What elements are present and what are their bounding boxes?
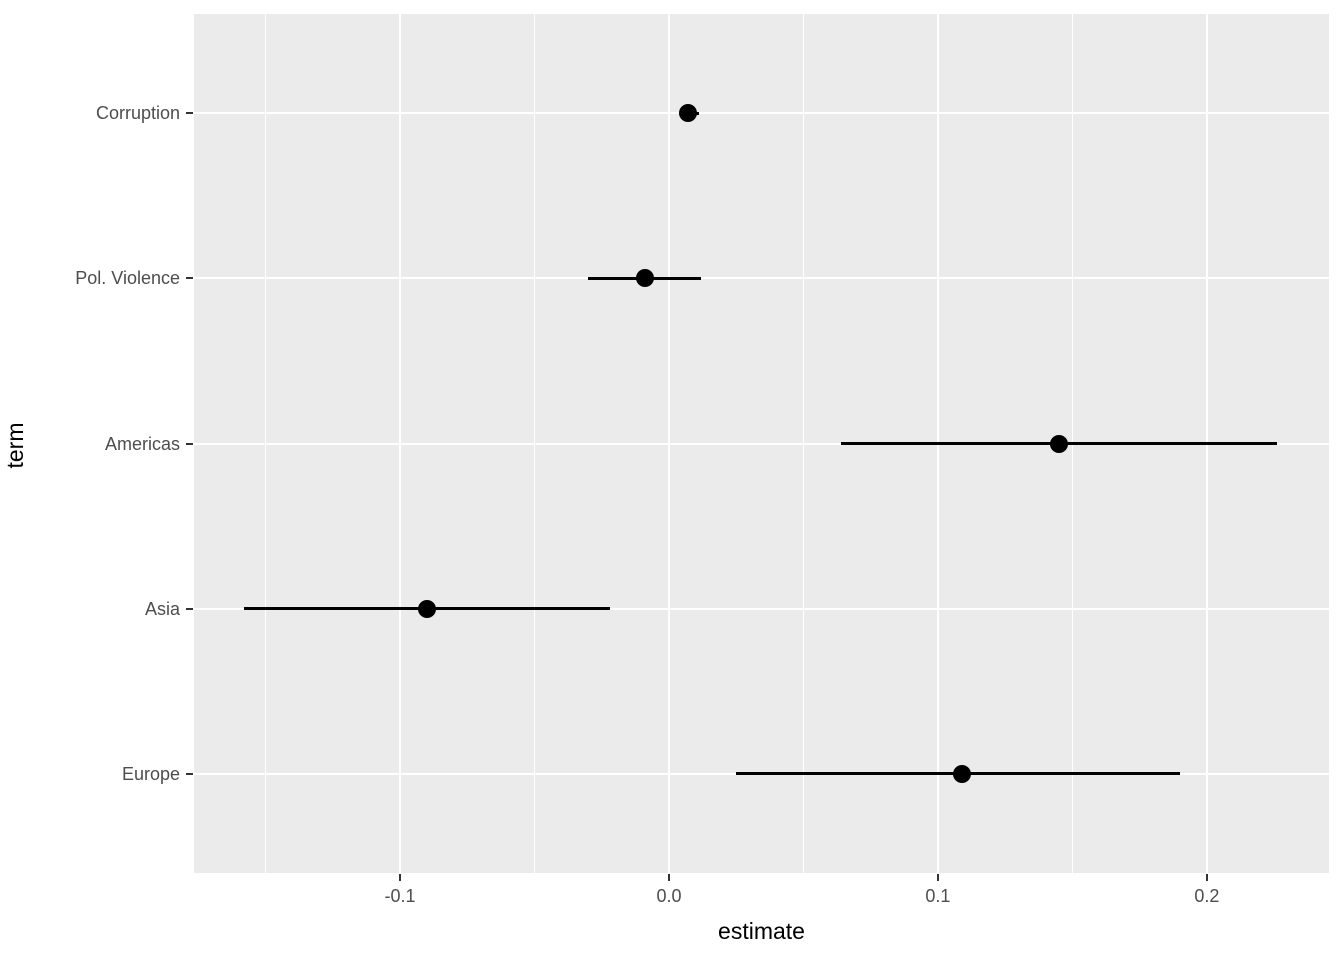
x-tick-label: -0.1 <box>384 886 416 906</box>
point-estimate-dot <box>678 104 697 123</box>
y-axis-title: term <box>2 422 28 469</box>
x-tick-label: 0.0 <box>656 886 682 906</box>
y-tick-label: Europe <box>121 763 180 784</box>
x-tick-mark <box>1205 874 1208 881</box>
y-tick-label: Asia <box>144 598 180 619</box>
x-tick-mark <box>936 874 939 881</box>
x-tick-mark <box>399 874 402 881</box>
y-tick-label: Pol. Violence <box>75 268 180 289</box>
y-tick-mark <box>186 442 193 445</box>
gridline-major-horizontal <box>194 442 1329 445</box>
x-axis-title: estimate <box>718 918 805 944</box>
x-tick-mark <box>667 874 670 881</box>
y-tick-mark <box>186 112 193 115</box>
point-estimate-dot <box>953 764 972 783</box>
y-tick-mark <box>186 277 193 280</box>
y-tick-mark <box>186 607 193 610</box>
y-tick-label: Corruption <box>95 103 180 124</box>
gridline-major-horizontal <box>194 112 1329 115</box>
gridline-major-horizontal <box>194 277 1329 280</box>
plot-panel <box>194 14 1329 873</box>
point-estimate-dot <box>417 599 436 618</box>
gridline-major-horizontal <box>194 607 1329 610</box>
y-tick-label: Americas <box>104 433 180 454</box>
point-estimate-dot <box>1049 434 1068 453</box>
x-tick-label: 0.1 <box>925 886 951 906</box>
y-tick-mark <box>186 772 193 775</box>
x-tick-label: 0.2 <box>1194 886 1220 906</box>
point-estimate-dot <box>635 269 654 288</box>
